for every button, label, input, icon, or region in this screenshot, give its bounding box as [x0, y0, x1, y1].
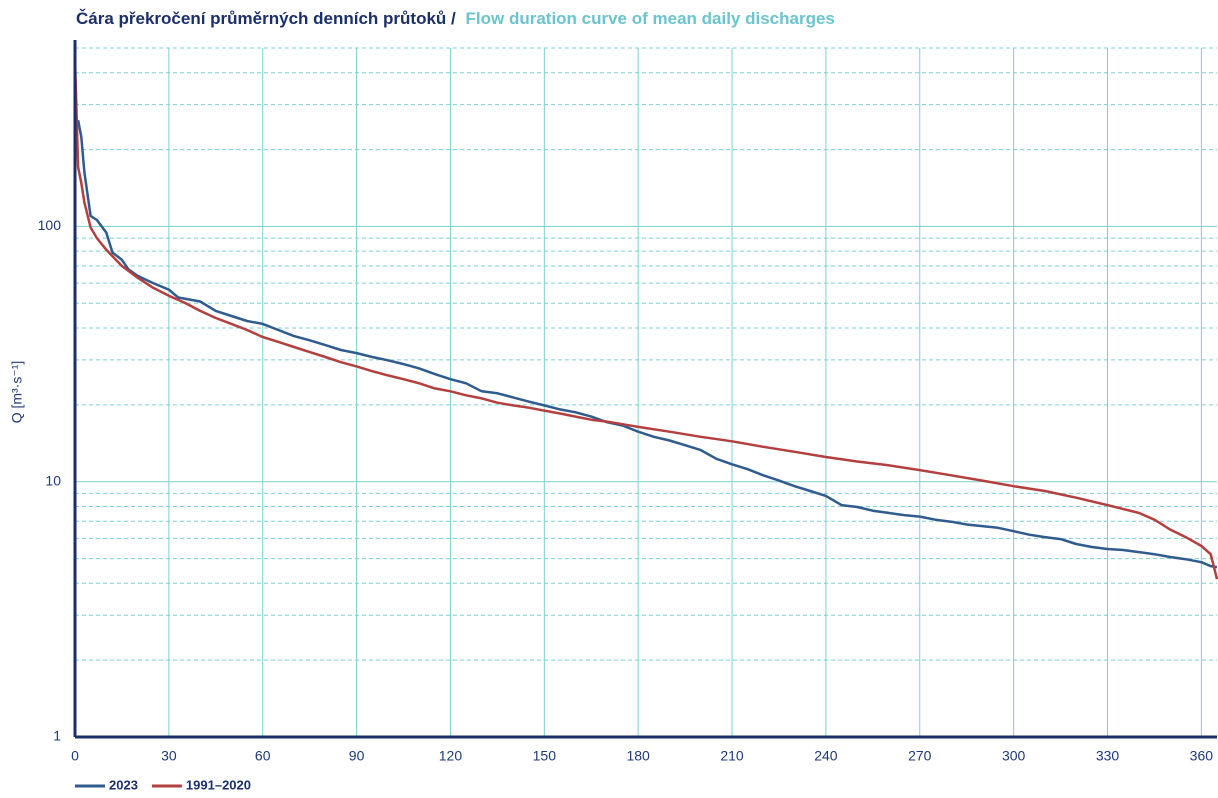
- title-en: Flow duration curve of mean daily discha…: [466, 9, 835, 28]
- y-axis-label: Q [m³·s⁻¹]: [9, 361, 25, 424]
- x-tick-label: 300: [1002, 748, 1026, 764]
- y-tick-label: 100: [38, 217, 62, 233]
- x-tick-label: 30: [161, 748, 177, 764]
- series-line: [73, 58, 1218, 580]
- y-tick-label: 10: [45, 472, 61, 488]
- series-line: [76, 119, 1218, 569]
- x-tick-label: 360: [1190, 748, 1214, 764]
- x-tick-label: 150: [533, 748, 557, 764]
- x-tick-label: 0: [71, 748, 79, 764]
- y-tick-label: 1: [53, 728, 61, 744]
- legend-label: 2023: [109, 777, 138, 792]
- chart-title: Čára překročení průměrných denních průto…: [76, 9, 835, 28]
- title-cs: Čára překročení průměrných denních průto…: [76, 9, 456, 28]
- x-tick-label: 210: [720, 748, 744, 764]
- x-tick-label: 60: [255, 748, 271, 764]
- x-tick-label: 330: [1096, 748, 1120, 764]
- x-tick-label: 270: [908, 748, 932, 764]
- x-tick-label: 180: [626, 748, 650, 764]
- legend-label: 1991–2020: [186, 777, 251, 792]
- x-tick-label: 240: [814, 748, 838, 764]
- x-tick-label: 120: [439, 748, 463, 764]
- x-tick-label: 90: [349, 748, 365, 764]
